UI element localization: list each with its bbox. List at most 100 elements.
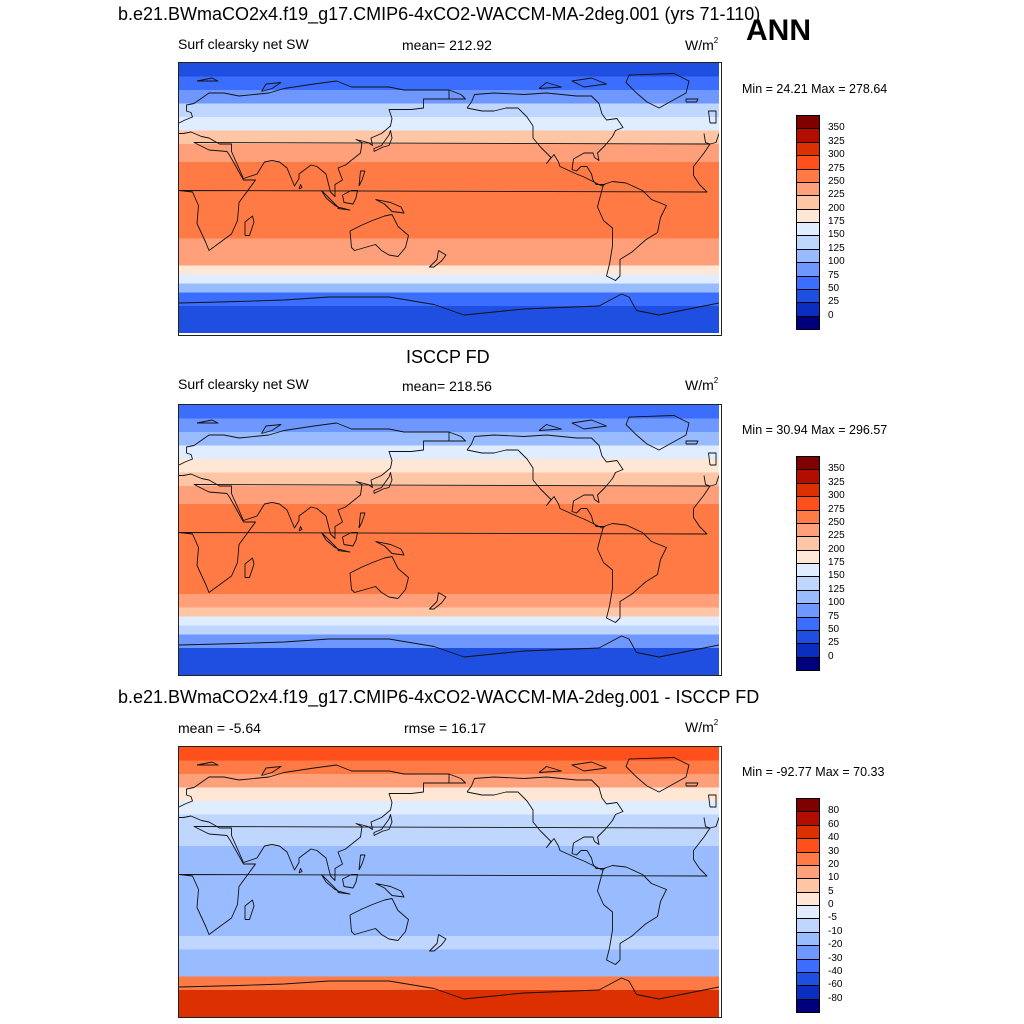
zonal-band bbox=[179, 787, 719, 802]
coastline bbox=[358, 854, 366, 871]
colorbar-box bbox=[796, 115, 820, 130]
coastline bbox=[196, 419, 219, 424]
colorbar-tick-label: -10 bbox=[828, 925, 843, 937]
colorbar-box bbox=[796, 629, 820, 645]
colorbar-box bbox=[796, 288, 820, 304]
colorbar-tick-label: 150 bbox=[828, 229, 845, 241]
coastline bbox=[375, 199, 405, 214]
coastline bbox=[466, 434, 624, 529]
coastline bbox=[337, 548, 351, 553]
zonal-band bbox=[179, 616, 719, 627]
colorbar-box bbox=[796, 998, 820, 1013]
season-label: ANN bbox=[746, 14, 811, 47]
zonal-band bbox=[179, 238, 719, 253]
coastline bbox=[373, 814, 393, 836]
colorbar-box bbox=[796, 985, 820, 1000]
colorbar-box bbox=[796, 918, 820, 933]
coastline bbox=[298, 184, 303, 190]
colorbar-box bbox=[796, 798, 820, 813]
colorbar-tick-label: 40 bbox=[828, 832, 840, 844]
colorbar-tick-label: 325 bbox=[828, 476, 845, 488]
panel1-mean-label: mean= 212.92 bbox=[402, 37, 492, 53]
colorbar-tick-label: 250 bbox=[828, 175, 845, 187]
colorbar-box bbox=[796, 603, 820, 618]
panel3-colorbar: 80 60 40 30 20 10 5 0 -5 -10 -20 -30 -40 -60 -80 bbox=[796, 798, 842, 1013]
coastline bbox=[685, 782, 699, 787]
coastline bbox=[298, 868, 303, 874]
colorbar-box bbox=[796, 838, 820, 853]
colorbar-box bbox=[796, 302, 820, 317]
zonal-band bbox=[179, 459, 719, 474]
colorbar-box bbox=[796, 563, 820, 578]
zonal-band bbox=[179, 130, 719, 145]
panel1-title: b.e21.BWmaCO2x4.f19_g17.CMIP6-4xCO2-WACC… bbox=[118, 4, 761, 24]
colorbar-box bbox=[796, 589, 820, 605]
coastline bbox=[342, 874, 358, 889]
colorbar-tick-label: 225 bbox=[828, 189, 845, 201]
colorbar-box bbox=[796, 248, 820, 264]
coastline bbox=[337, 206, 351, 211]
zonal-band bbox=[179, 418, 719, 433]
zonal-band bbox=[179, 225, 719, 240]
coastline bbox=[179, 764, 450, 881]
zonal-band bbox=[179, 252, 719, 267]
colorbar-tick-label: 150 bbox=[828, 570, 845, 582]
zonal-band bbox=[179, 472, 719, 487]
zonal-band bbox=[179, 540, 719, 568]
colorbar-tick-label: 60 bbox=[828, 818, 840, 830]
colorbar-tick-label: 75 bbox=[828, 610, 840, 622]
coastline bbox=[261, 766, 282, 776]
colorbar-tick-label: 20 bbox=[828, 858, 840, 870]
zonal-band bbox=[179, 306, 719, 333]
zonal-band bbox=[179, 976, 719, 991]
zonal-band bbox=[179, 828, 719, 847]
panel3-mean-label: mean = -5.64 bbox=[178, 720, 261, 736]
colorbar-box bbox=[796, 576, 820, 591]
zonal-band bbox=[179, 958, 719, 969]
coastline bbox=[342, 190, 358, 205]
coastline bbox=[179, 635, 719, 658]
colorbar-box bbox=[796, 208, 820, 223]
colorbar-box bbox=[796, 469, 820, 484]
colorbar-tick-label: 50 bbox=[828, 282, 840, 294]
colorbar-box bbox=[796, 851, 820, 866]
zonal-band bbox=[179, 949, 719, 960]
zonal-band bbox=[179, 144, 719, 163]
coastline bbox=[349, 556, 409, 599]
coastline bbox=[244, 899, 255, 920]
coastline bbox=[373, 130, 393, 152]
colorbar-box bbox=[796, 195, 820, 210]
colorbar-tick-label: 100 bbox=[828, 597, 845, 609]
colorbar-tick-label: 75 bbox=[828, 269, 840, 281]
zonal-band bbox=[179, 486, 719, 505]
panel2-unit-label: W/m2 bbox=[685, 376, 719, 393]
zonal-band bbox=[179, 63, 719, 78]
colorbar-box bbox=[796, 824, 820, 840]
panel1-colorbar: 350 325 300 275 250 225 200 175 150 125 100 75 50 25 0 bbox=[796, 115, 845, 330]
coastline bbox=[466, 92, 624, 187]
zonal-band bbox=[179, 283, 719, 294]
colorbar-tick-label: 325 bbox=[828, 135, 845, 147]
panel1-unit-label: W/m2 bbox=[685, 36, 719, 53]
coastline bbox=[244, 557, 255, 578]
coastline bbox=[261, 424, 282, 434]
colorbar-tick-label: 25 bbox=[828, 296, 840, 308]
zonal-band bbox=[179, 747, 719, 762]
zonal-band bbox=[179, 292, 719, 307]
zonal-band bbox=[179, 936, 719, 951]
colorbar-box bbox=[796, 168, 820, 183]
zonal-band bbox=[179, 265, 719, 276]
coastline bbox=[708, 794, 717, 808]
colorbar-box bbox=[796, 656, 820, 671]
coastline bbox=[597, 181, 667, 281]
colorbar-box bbox=[796, 181, 820, 197]
coastline bbox=[375, 541, 405, 556]
colorbar-tick-label: -60 bbox=[828, 979, 843, 991]
coastline bbox=[337, 890, 351, 895]
coastline bbox=[179, 826, 711, 935]
zonal-band bbox=[179, 607, 719, 618]
coastline bbox=[321, 532, 339, 550]
coastline bbox=[244, 215, 255, 236]
zonal-band bbox=[179, 760, 719, 775]
colorbar-box bbox=[796, 262, 820, 277]
